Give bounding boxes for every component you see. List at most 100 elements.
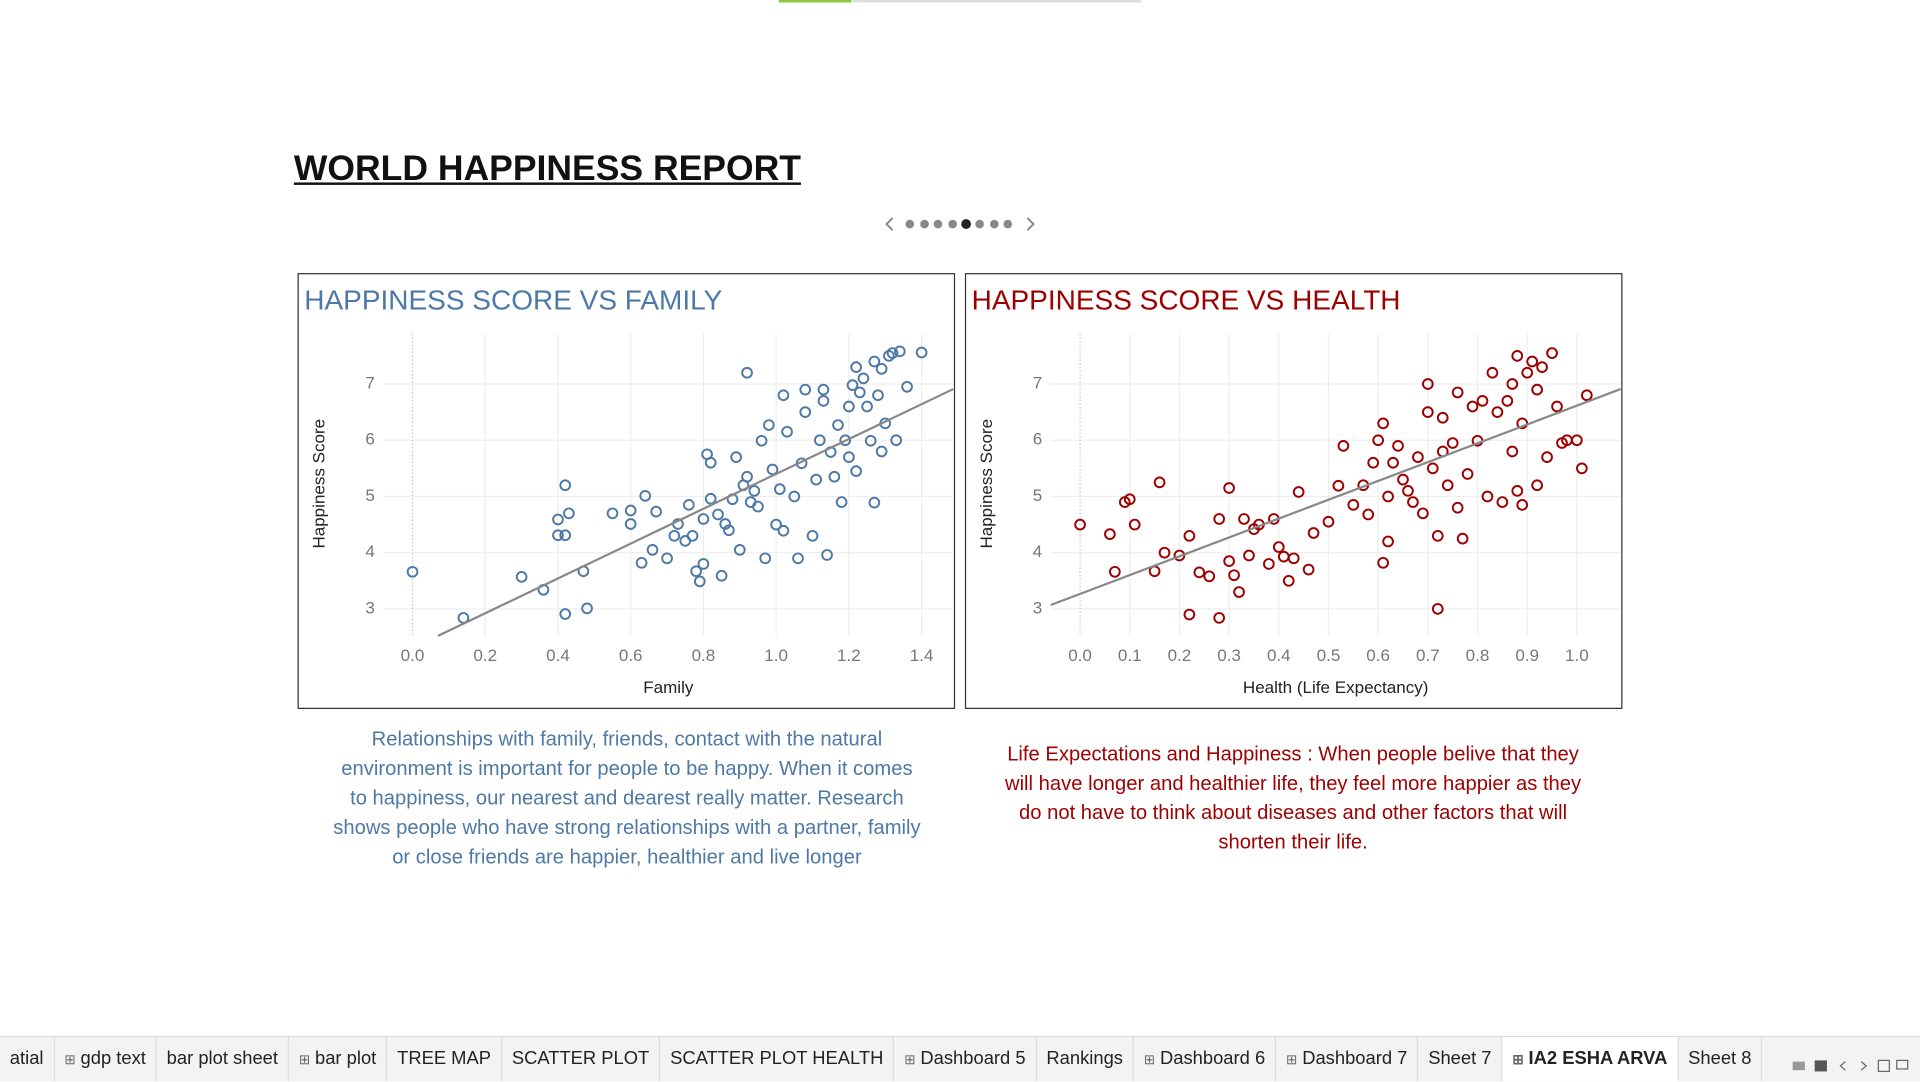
point [1461, 468, 1474, 480]
point [1431, 529, 1444, 542]
point [1531, 479, 1543, 492]
story-pager[interactable] [877, 211, 1048, 238]
caption-line: to happiness, our nearest and dearest re… [350, 787, 904, 810]
y-tick-label: 6 [365, 430, 374, 449]
caption: Relationships with family, friends, cont… [296, 725, 957, 872]
point [752, 500, 764, 513]
tab-icon: ⊞ [904, 1053, 916, 1068]
sheet-tab[interactable]: SCATTER PLOT HEALTH [660, 1037, 895, 1082]
sheet-tab[interactable]: TREE MAP [387, 1037, 503, 1082]
point [1516, 499, 1529, 511]
sheet-tab[interactable]: ⊞ IA2 ESHA ARVA [1502, 1037, 1679, 1082]
point [850, 361, 863, 373]
point [835, 496, 848, 508]
sheet-tab[interactable]: ⊞ Dashboard 6 [1134, 1037, 1277, 1082]
point [813, 434, 826, 447]
sheet-tab[interactable]: Sheet 7 [1418, 1037, 1503, 1082]
x-tick-label: 0.6 [619, 646, 643, 665]
point [1392, 440, 1404, 452]
point [1456, 532, 1469, 545]
point [1372, 434, 1385, 447]
point [683, 499, 695, 511]
point [832, 419, 844, 431]
point [781, 425, 793, 438]
x-tick-label: 1.0 [764, 646, 788, 665]
point [893, 345, 906, 358]
point [723, 524, 735, 537]
x-tick-label: 0.0 [401, 646, 425, 665]
point [1551, 400, 1563, 413]
chart-title: HAPPINESS SCORE VS FAMILY [304, 285, 722, 316]
point [1526, 355, 1539, 368]
point [1402, 484, 1414, 497]
point [552, 513, 564, 526]
point [755, 434, 768, 447]
point [1506, 378, 1519, 390]
x-tick-label: 0.6 [1366, 646, 1390, 665]
trend-line [437, 388, 954, 637]
point [1382, 535, 1394, 548]
point [715, 569, 728, 582]
point [1446, 437, 1459, 449]
caption-line: Relationships with family, friends, cont… [371, 728, 883, 751]
point [828, 470, 841, 483]
tab-label: IA2 ESHA ARVA [1528, 1048, 1668, 1069]
tab-label: Sheet 8 [1688, 1048, 1752, 1069]
caption-line: or close friends are happier, healthier … [392, 846, 862, 869]
caption-line: shorten their life. [1218, 831, 1368, 854]
point [817, 383, 830, 396]
point [624, 504, 637, 517]
point [1451, 501, 1464, 514]
point [799, 406, 812, 418]
y-tick-label: 7 [365, 373, 374, 392]
tab-controls[interactable] [1790, 1056, 1912, 1076]
point [1521, 366, 1534, 379]
point [1466, 400, 1479, 413]
point [697, 558, 710, 570]
sheet-tab[interactable]: ⊞ Dashboard 7 [1276, 1037, 1419, 1082]
point [1576, 462, 1588, 475]
point [693, 575, 706, 588]
sheet-tab[interactable]: SCATTER PLOT [502, 1037, 661, 1082]
point [839, 434, 852, 447]
point [1074, 518, 1086, 531]
point [1441, 479, 1454, 492]
sheet-tab[interactable]: Rankings [1037, 1037, 1135, 1082]
point [1421, 378, 1434, 390]
point [806, 529, 819, 542]
chart-family: HAPPINESS SCORE VS FAMILY 3 4 5 6 7 0.0 0.2 0.4 0… [297, 273, 956, 709]
point [1541, 451, 1553, 463]
point [1531, 383, 1543, 396]
point [777, 389, 790, 402]
tab-icon: ⊞ [1143, 1053, 1156, 1068]
point [1203, 570, 1216, 583]
point [886, 347, 899, 359]
y-axis-label: Happiness Score [977, 419, 996, 549]
y-tick-label: 3 [1033, 598, 1042, 617]
trend-line [1050, 388, 1621, 607]
point [872, 389, 884, 402]
point [1233, 586, 1245, 598]
point [1451, 386, 1464, 399]
sheet-tab[interactable]: atial [0, 1037, 55, 1082]
point [704, 456, 717, 469]
sheet-tab[interactable]: bar plot sheet [157, 1037, 290, 1082]
x-axis-label: Family [643, 678, 694, 697]
sheet-tab[interactable]: Sheet 8 [1678, 1037, 1763, 1082]
tab-label: Dashboard 7 [1302, 1048, 1408, 1069]
sheet-tabs: atial ⊞ gdp text bar plot sheet ⊞ bar plot TRE… [0, 1035, 1920, 1082]
point [1426, 462, 1439, 475]
point [559, 479, 572, 492]
point [853, 386, 866, 399]
caption: Life Expectations and Happiness : When p… [962, 740, 1623, 858]
sheet-tab[interactable]: ⊞ Dashboard 5 [894, 1037, 1037, 1082]
sheet-tab[interactable]: ⊞ gdp text [55, 1037, 157, 1082]
point [581, 602, 593, 615]
caption-line: shows people who have strong relationshi… [333, 816, 921, 839]
progress-done [778, 0, 852, 3]
point [1282, 574, 1295, 587]
point [1128, 518, 1141, 531]
sheet-tab[interactable]: ⊞ bar plot [289, 1037, 388, 1082]
